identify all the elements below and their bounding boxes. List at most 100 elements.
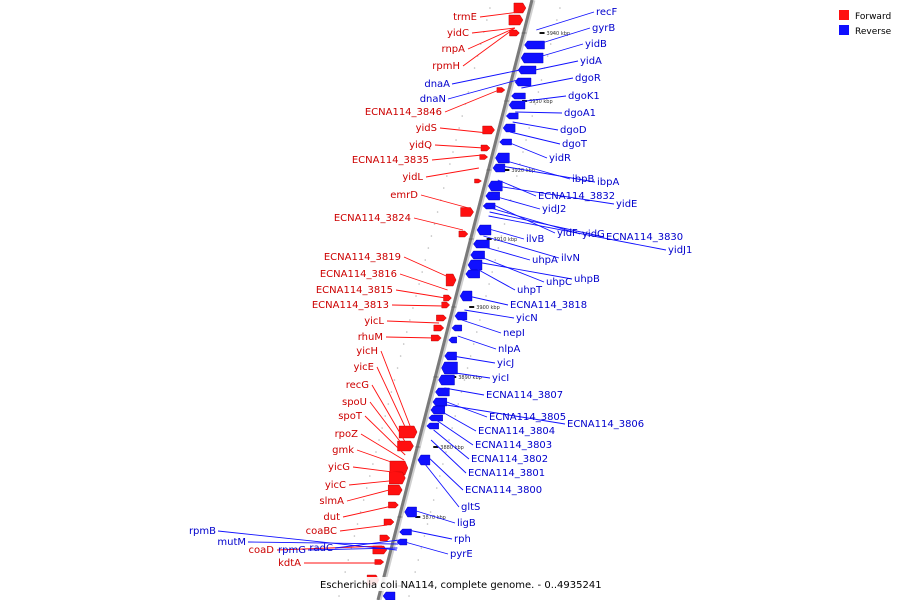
gene-label-rnpa: rnpA (442, 44, 466, 55)
leader-yidb (528, 43, 584, 61)
gene-feature (398, 425, 418, 439)
gene-feature (426, 422, 439, 430)
leader-yidl (425, 167, 479, 178)
guide-dot (472, 343, 475, 345)
gene-feature (430, 405, 445, 415)
gene-label-yidr: yidR (549, 153, 571, 164)
leader-rhum (385, 336, 436, 339)
gene-label-dgoa1: dgoA1 (564, 108, 596, 119)
guide-dot (338, 595, 340, 597)
gene-labels: trmE yidC rnpA rpmH ECNA114_3846 yidS yidQ ECNA… (189, 7, 692, 569)
gene-feature (428, 414, 443, 422)
guide-dot (446, 175, 448, 177)
gene-label-yids: yidS (416, 123, 437, 134)
leader-dgod (512, 121, 559, 131)
leader-dnan (447, 79, 518, 100)
guide-dot (503, 223, 506, 225)
guide-dot (387, 403, 390, 405)
guide-dot (424, 259, 427, 261)
guide-dot (469, 355, 472, 357)
gene-feature (404, 506, 417, 518)
guide-dot (369, 475, 371, 477)
axis-tick-label: 3920 kbp (511, 168, 535, 174)
axis-tick: 3900 kbp (451, 305, 500, 311)
leader-emrd (420, 194, 469, 209)
guide-dot (415, 295, 417, 297)
gene-label-dgod: dgoD (560, 125, 587, 136)
guide-dot (418, 283, 420, 285)
leader-rpoz (360, 433, 405, 461)
guide-dot (402, 343, 405, 345)
guide-dot (451, 427, 453, 429)
axis-tick-label: 3870 kbp (422, 515, 446, 521)
guide-dot (417, 559, 420, 561)
gene-label-ecna114-3802: ECNA114_3802 (471, 454, 548, 465)
gene-label-ecna114-3824: ECNA114_3824 (334, 213, 411, 224)
gene-label-ecna114-3806: ECNA114_3806 (567, 419, 644, 430)
guide-dot (362, 499, 365, 501)
leader-uhpc (478, 255, 545, 283)
leader-dgot (510, 131, 561, 145)
leader-ecna114-3800 (426, 455, 464, 491)
gene-label-yidf: yidF (557, 228, 578, 239)
axis-tick: 3880 kbp (415, 445, 464, 451)
guide-dot (442, 187, 445, 189)
guide-dot (432, 499, 435, 501)
gene-label-dgok1: dgoK1 (568, 91, 600, 102)
leader-yidg (490, 207, 581, 235)
leader-ecna114-3802 (433, 429, 470, 460)
leader-trme (479, 11, 519, 18)
leader-yidj1 (488, 215, 667, 251)
guide-dot (442, 463, 444, 465)
gene-feature (479, 154, 489, 160)
gene-label-dgot: dgoT (562, 139, 588, 150)
backbone-line (376, 0, 534, 600)
legend-forward-label: Forward (855, 12, 891, 22)
gene-feature (474, 178, 482, 184)
gene-label-uhpt: uhpT (517, 285, 543, 296)
gene-feature (436, 314, 447, 322)
gene-label-spot: spoT (338, 411, 363, 422)
leader-ecna114-3804 (438, 409, 477, 432)
leader-yich (380, 350, 413, 431)
leader-glts (424, 463, 460, 508)
gene-feature (433, 324, 445, 332)
leader-ecna114-3832 (497, 179, 537, 197)
leader-ibpa (501, 165, 596, 183)
guide-dot (455, 139, 457, 141)
gene-feature (460, 207, 474, 217)
leader-yide (496, 185, 615, 205)
gene-label-yidg: yidG (582, 229, 605, 240)
guide-dot (426, 523, 429, 525)
gene-feature (441, 301, 450, 309)
leader-ecna114-3813 (391, 304, 444, 307)
leader-rpmb (217, 530, 397, 551)
leader-yida (525, 60, 579, 73)
leader-uhpb (476, 261, 573, 280)
gene-feature (482, 202, 496, 210)
leader-yicl (386, 320, 440, 324)
axis-tick: 3920 kbp (486, 168, 535, 174)
gene-feature (435, 387, 450, 397)
guide-dot (396, 367, 399, 369)
guide-dot (399, 355, 402, 357)
leader-ecna114-3846 (444, 89, 500, 113)
guide-dot (375, 451, 377, 453)
gene-label-ecna114-3846: ECNA114_3846 (365, 107, 442, 118)
guide-dot (356, 523, 359, 525)
gene-feature (382, 591, 396, 600)
guide-dot (390, 391, 393, 393)
gene-feature (379, 534, 391, 542)
gene-feature (502, 123, 516, 133)
guide-dot (430, 235, 433, 237)
guide-dot (528, 127, 530, 129)
leader-rnpa (467, 27, 515, 50)
guide-dot (556, 19, 558, 21)
guide-dot (500, 235, 503, 237)
gene-feature (480, 144, 491, 152)
gene-feature (505, 112, 519, 120)
gene-label-yici: yicI (492, 373, 509, 384)
leader-pyre (404, 541, 449, 555)
guide-dot (537, 91, 540, 93)
gene-feature (496, 87, 506, 93)
